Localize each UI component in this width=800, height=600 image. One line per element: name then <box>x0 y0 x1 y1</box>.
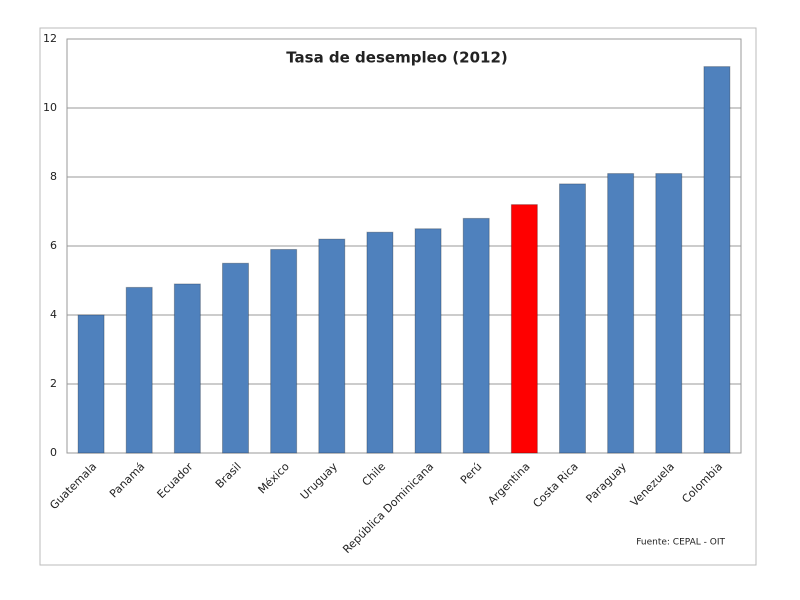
bar <box>125 286 153 454</box>
bar <box>77 314 105 454</box>
bar <box>173 283 201 454</box>
bar <box>559 183 586 454</box>
bar <box>270 248 298 454</box>
bar <box>366 231 394 454</box>
y-tick-label: 12 <box>43 32 57 45</box>
bar <box>414 228 442 454</box>
y-tick-label: 2 <box>50 377 57 390</box>
y-tick-label: 8 <box>50 170 57 183</box>
bar <box>222 262 249 454</box>
y-tick-label: 4 <box>50 308 57 321</box>
y-tick-label: 6 <box>50 239 57 252</box>
chart-title: Tasa de desempleo (2012) <box>286 49 508 67</box>
chart-frame <box>39 27 757 566</box>
bar <box>655 173 683 454</box>
bar <box>607 173 635 454</box>
bar <box>703 66 731 454</box>
bar <box>318 238 346 454</box>
source-note: Fuente: CEPAL - OIT <box>636 538 725 548</box>
y-tick-label: 0 <box>50 446 57 459</box>
bar <box>462 217 490 454</box>
bar <box>510 204 538 454</box>
y-tick-label: 10 <box>43 101 57 114</box>
